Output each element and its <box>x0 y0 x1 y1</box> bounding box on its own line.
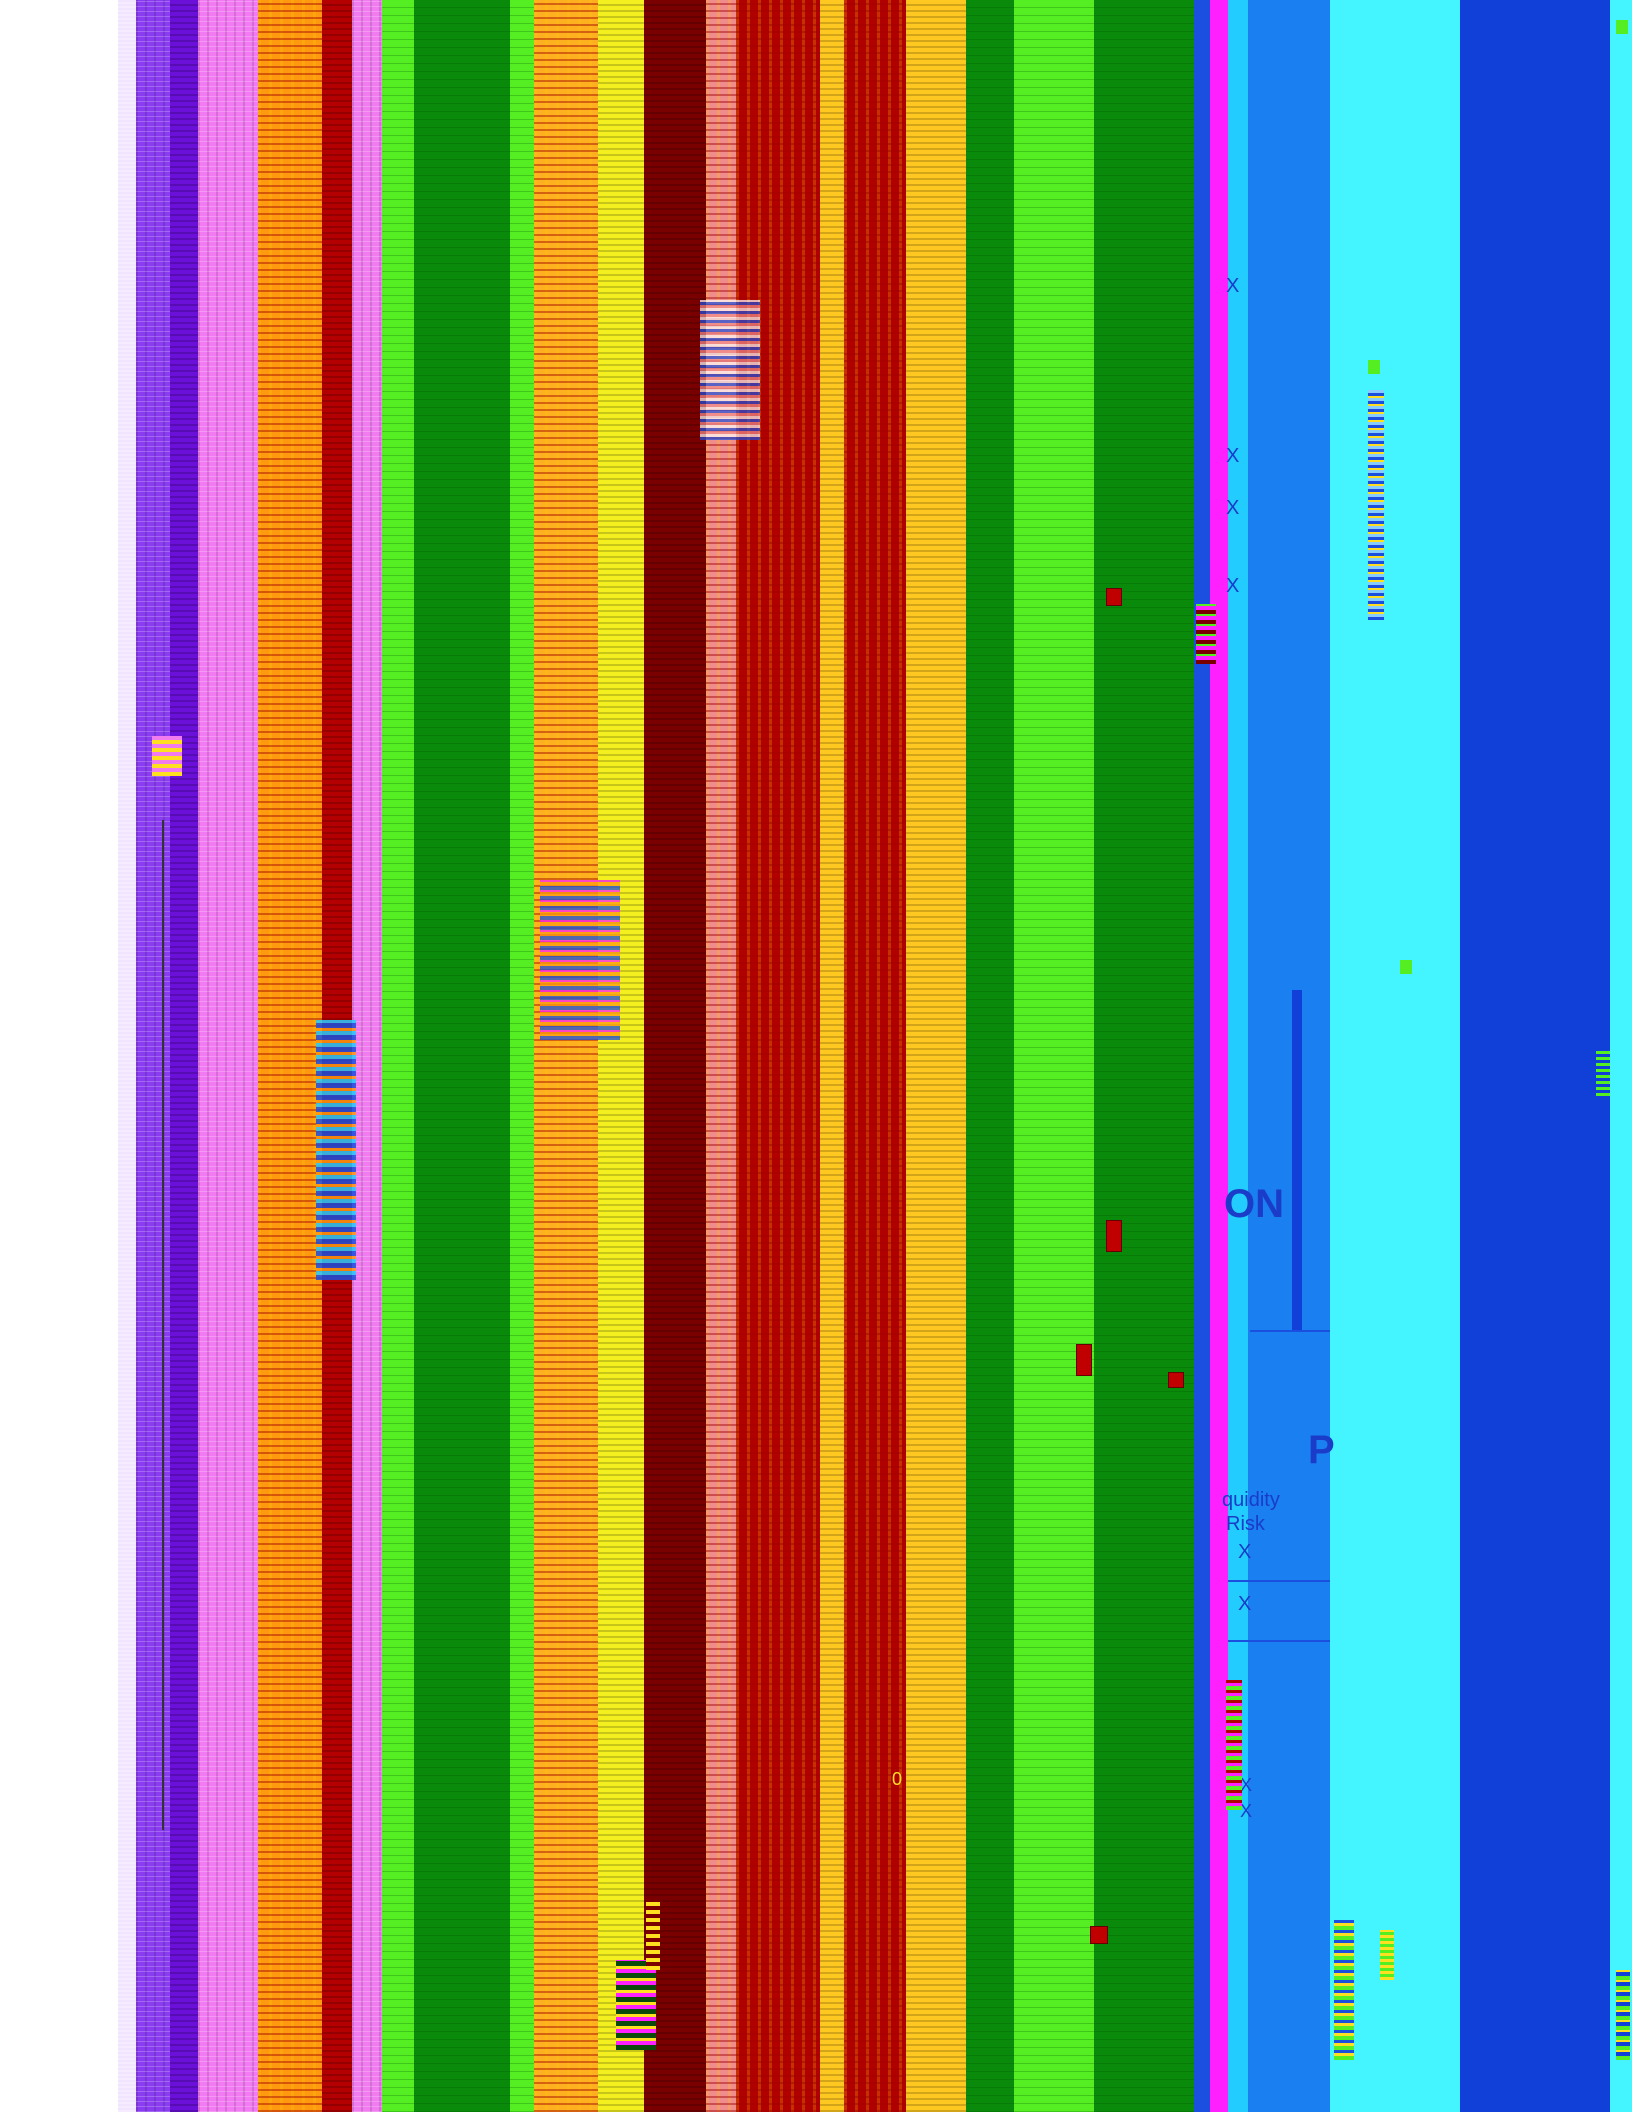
red-block <box>1168 1372 1184 1388</box>
green-band-3 <box>1094 0 1194 2112</box>
noise-patch <box>540 880 620 1040</box>
x-mark-4: X <box>1226 575 1240 597</box>
x-mark-5: X <box>1238 1541 1252 1563</box>
noise-patch <box>1380 1930 1394 1980</box>
azure-band <box>1248 0 1330 2112</box>
noise-patch <box>1368 390 1384 620</box>
orange-band-2 <box>534 0 598 2112</box>
purple-band <box>170 0 198 2112</box>
risk-fragment: Risk <box>1226 1513 1265 1535</box>
noise-patch <box>646 1900 660 1970</box>
x-mark-8: X <box>1240 1801 1253 1821</box>
pink-band-1 <box>198 0 258 2112</box>
orange-red-band <box>258 0 322 2112</box>
noise-patch <box>1334 1920 1354 2060</box>
noise-patch <box>316 1020 356 1280</box>
x-mark-3: X <box>1226 497 1240 519</box>
red-block <box>1106 1220 1122 1252</box>
horizontal-rule <box>1228 1580 1330 1582</box>
noise-patch <box>152 736 182 776</box>
lime-block <box>1368 360 1380 374</box>
on-fragment: ON <box>1224 1182 1284 1226</box>
red-block <box>1090 1926 1108 1944</box>
red-band-3 <box>844 0 906 2112</box>
vertical-rule <box>1292 990 1302 1330</box>
maroon-band <box>644 0 706 2112</box>
green-band-1 <box>414 0 510 2112</box>
yellow-band <box>598 0 644 2112</box>
left-white-margin <box>0 0 118 2112</box>
liquidity-fragment: quidity <box>1222 1489 1280 1511</box>
noise-patch <box>1616 1970 1630 2060</box>
noise-patch <box>1596 1050 1610 1096</box>
x-mark-1: X <box>1226 275 1240 297</box>
zero-fragment: 0 <box>892 1769 903 1789</box>
horizontal-rule <box>1228 1640 1330 1642</box>
pale-lavender-band <box>118 0 136 2112</box>
violet-band <box>136 0 170 2112</box>
magenta-band <box>1210 0 1228 2112</box>
gold-band <box>820 0 844 2112</box>
noise-patch <box>1226 1680 1242 1810</box>
blue-band-1 <box>1194 0 1210 2112</box>
royal-blue-band <box>1460 0 1610 2112</box>
gold-band-2 <box>906 0 966 2112</box>
red-block <box>1106 588 1122 606</box>
horizontal-rule <box>1250 1330 1330 1332</box>
x-mark-2: X <box>1226 445 1240 467</box>
noise-patch <box>1196 604 1216 664</box>
lime-band-2 <box>510 0 534 2112</box>
red-block <box>1076 1344 1092 1376</box>
noise-patch <box>700 300 760 440</box>
cyan-band <box>1330 0 1460 2112</box>
sky-band <box>1228 0 1248 2112</box>
lime-block <box>1400 960 1412 974</box>
lime-band-3 <box>1014 0 1094 2112</box>
vertical-rule <box>162 820 164 1830</box>
noise-patch <box>616 1960 656 2050</box>
x-mark-6: X <box>1238 1593 1252 1615</box>
pink-band-2 <box>352 0 382 2112</box>
lime-block <box>1616 20 1628 34</box>
p-fragment: P <box>1308 1428 1335 1472</box>
x-mark-7: X <box>1240 1775 1253 1795</box>
green-band-2 <box>966 0 1014 2112</box>
right-cyan-band <box>1610 0 1632 2112</box>
lime-band-1 <box>382 0 414 2112</box>
